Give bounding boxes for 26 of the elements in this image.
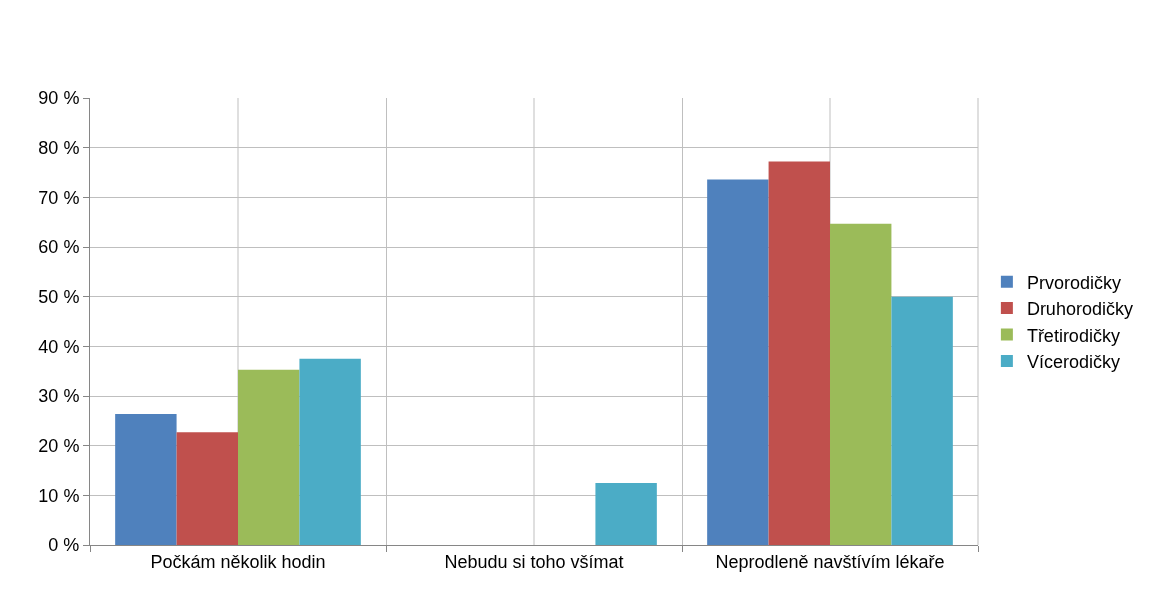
y-tick-label: 20 %: [38, 435, 80, 456]
bar: [299, 358, 361, 545]
legend-label: Druhorodičky: [1026, 299, 1133, 320]
bar: [115, 413, 177, 545]
y-tick-label: 0 %: [48, 535, 80, 556]
x-tick-label: Nebudu si toho všímat: [444, 551, 624, 572]
bar: [891, 296, 953, 545]
x-tick-label: Neprodleně navštívím lékaře: [715, 551, 945, 572]
bar: [176, 432, 238, 545]
y-tick-label: 60 %: [38, 237, 80, 258]
bar: [830, 223, 892, 545]
legend-label: Vícerodičky: [1026, 351, 1120, 372]
bar: [768, 161, 830, 545]
y-tick-label: 80 %: [38, 137, 80, 158]
y-tick-label: 10 %: [38, 485, 80, 506]
y-tick-label: 50 %: [38, 286, 80, 307]
legend-label: Třetirodičky: [1026, 325, 1120, 346]
y-tick-label: 70 %: [38, 187, 80, 208]
bar: [707, 179, 769, 545]
bar: [595, 482, 657, 545]
y-tick-label: 30 %: [38, 386, 80, 407]
y-tick-label: 40 %: [38, 336, 80, 357]
x-tick-label: Počkám několik hodin: [150, 551, 326, 572]
legend-label: Prvorodičky: [1026, 272, 1121, 293]
bar: [238, 369, 300, 545]
y-tick-label: 90 %: [38, 88, 80, 109]
